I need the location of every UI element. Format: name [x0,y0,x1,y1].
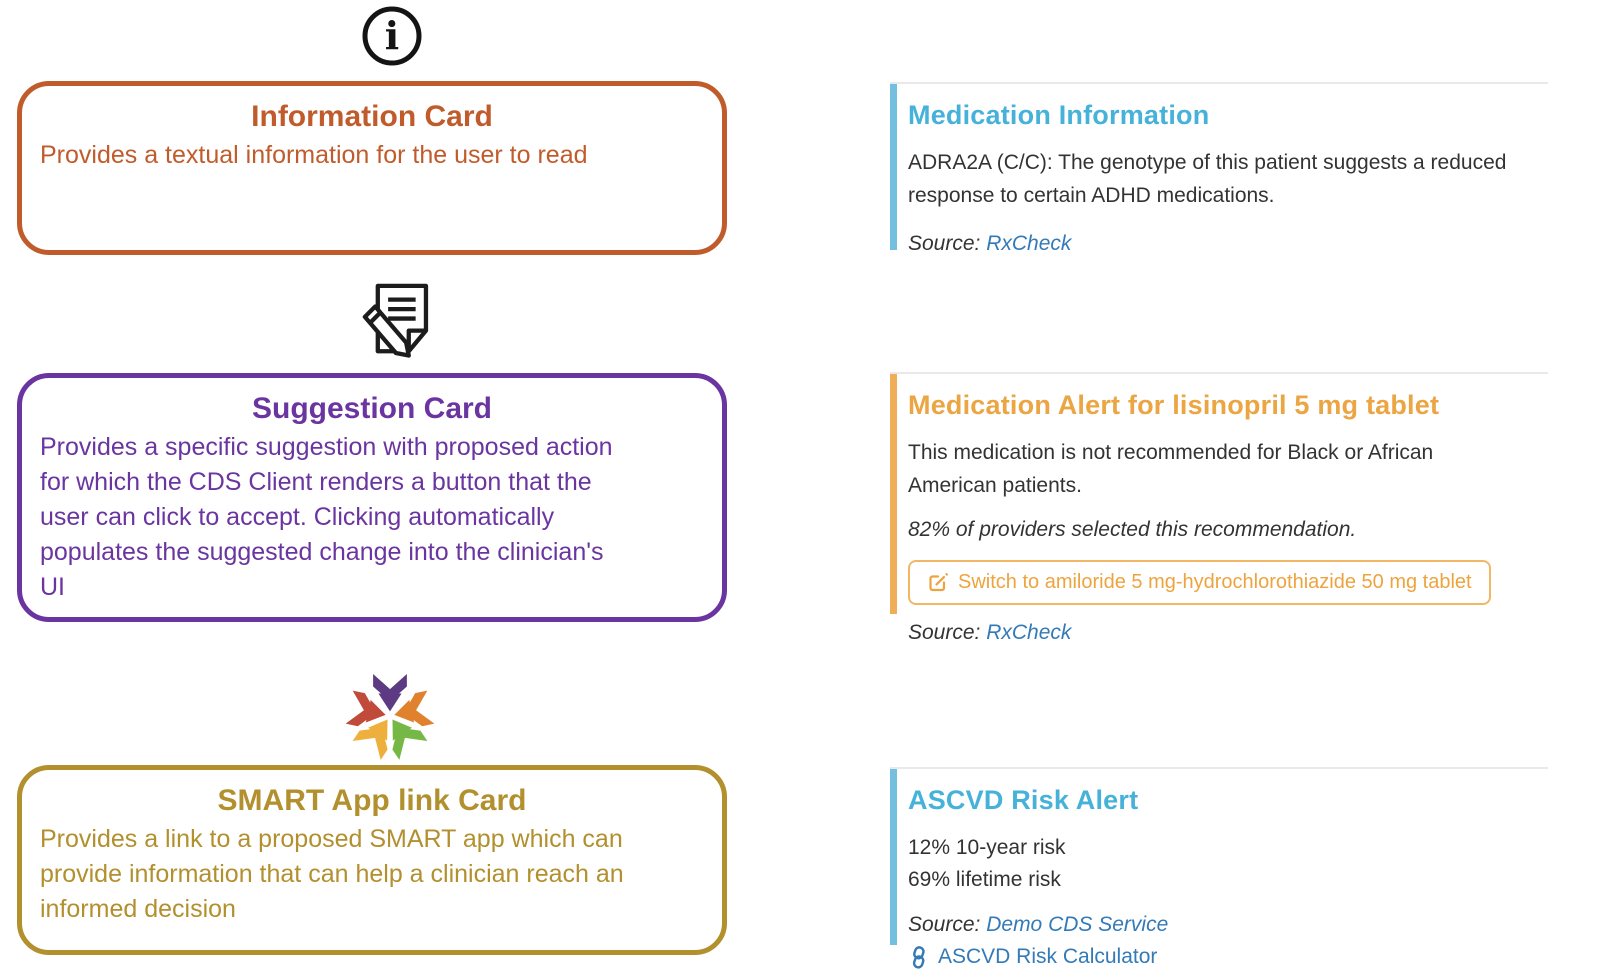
source-line: Source: Demo CDS Service [908,913,1544,937]
edit-icon [927,572,949,594]
svg-text:i: i [385,13,399,58]
smart-app-link-card-title: SMART App link Card [217,784,527,817]
switch-medication-button[interactable]: Switch to amiloride 5 mg-hydrochlorothia… [908,560,1491,606]
document-pencil-icon [352,277,438,372]
smart-logo-icon [344,666,436,767]
smart-app-link-card: SMART App link Card Provides a link to a… [17,765,727,955]
suggestion-card-title: Suggestion Card [251,392,492,425]
source-link[interactable]: RxCheck [986,621,1072,645]
recommendation-stat: 82% of providers selected this recommend… [908,518,1357,542]
medication-information-body: ADRA2A (C/C): The genotype of this patie… [908,151,1507,207]
medication-alert-body: This medication is not recommended for B… [908,441,1434,497]
information-card: Information Card Provides a textual info… [17,81,727,255]
smart-app-link-line: ASCVD Risk Calculator [908,945,1544,969]
medication-information-card: Medication Information ADRA2A (C/C): The… [890,82,1548,255]
source-label: Source: [908,232,981,256]
switch-medication-button-label: Switch to amiloride 5 mg-hydrochlorothia… [958,571,1472,594]
lifetime-risk-value: 69% lifetime risk [908,867,1061,891]
source-link[interactable]: Demo CDS Service [986,913,1169,936]
source-label: Source: [908,621,981,645]
link-icon [908,945,929,969]
information-card-body: Provides a textual information for the u… [40,141,588,169]
suggestion-card: Suggestion Card Provides a specific sugg… [17,373,727,622]
ascvd-risk-alert-title: ASCVD Risk Alert [908,785,1139,815]
ascvd-risk-alert-card: ASCVD Risk Alert 12% 10-year risk 69% li… [890,767,1548,969]
suggestion-card-body: Provides a specific suggestion with prop… [40,433,613,601]
ten-year-risk-value: 12% 10-year risk [908,836,1066,859]
medication-alert-title: Medication Alert for lisinopril 5 mg tab… [908,390,1440,420]
ascvd-calculator-link[interactable]: ASCVD Risk Calculator [938,945,1158,968]
medication-alert-card: Medication Alert for lisinopril 5 mg tab… [890,372,1548,644]
source-line: Source: RxCheck [908,621,1544,645]
information-card-title: Information Card [251,100,493,133]
source-link[interactable]: RxCheck [986,232,1072,256]
info-icon: i [360,4,424,73]
source-label: Source: [908,913,981,936]
source-line: Source: RxCheck [908,232,1544,256]
medication-information-title: Medication Information [908,100,1210,130]
smart-app-link-card-body: Provides a link to a proposed SMART app … [40,825,624,923]
